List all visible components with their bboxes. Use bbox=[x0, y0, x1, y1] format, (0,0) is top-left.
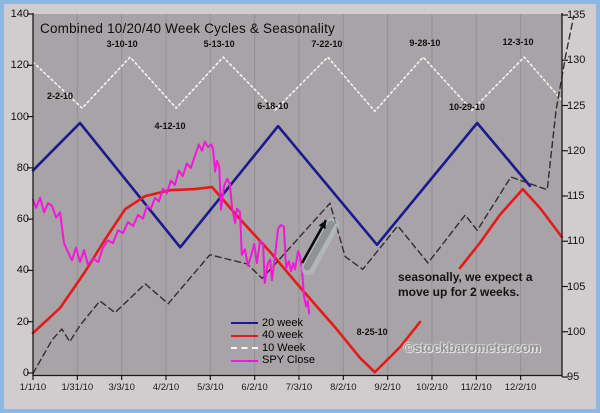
x-axis-tick-label: 1/1/10 bbox=[19, 382, 47, 393]
legend-item-label: 40 week bbox=[262, 329, 303, 342]
up-arrow-head bbox=[318, 220, 326, 230]
y-axis-left-tick-label: 0 bbox=[22, 367, 29, 379]
up-arrow-shaft bbox=[300, 219, 328, 264]
chart-title: Combined 10/20/40 Week Cycles & Seasonal… bbox=[40, 21, 336, 36]
legend-item-label: 10 Week bbox=[262, 341, 306, 354]
legend-line-swatch bbox=[231, 334, 258, 337]
legend-item: 10 Week bbox=[231, 342, 315, 355]
cycle-date-label: 4-12-10 bbox=[154, 121, 186, 132]
legend-item: 20 week bbox=[231, 317, 315, 330]
series-10-week bbox=[32, 56, 563, 112]
cycle-date-label: 2-2-10 bbox=[47, 91, 74, 102]
y-axis-right-tick-label: 105 bbox=[567, 280, 586, 293]
seasonality-note-line1: seasonally, we expect a bbox=[398, 270, 533, 284]
chart-legend: 20 week 40 week 10 Week SPY Close bbox=[231, 317, 315, 367]
y-axis-left-tick-label: 20 bbox=[16, 315, 29, 328]
legend-item-label: SPY Close bbox=[262, 354, 315, 367]
series-spy-close bbox=[32, 140, 311, 315]
y-axis-left-tick-label: 140 bbox=[10, 7, 29, 20]
cycle-date-label: 5-13-10 bbox=[203, 39, 235, 49]
legend-line-swatch bbox=[231, 322, 258, 325]
y-axis-left-tick-label: 100 bbox=[10, 110, 29, 123]
series-40-week bbox=[31, 185, 422, 374]
seasonality-note: seasonally, we expect a move up for 2 we… bbox=[398, 270, 540, 300]
x-axis-tick-label: 12/2/10 bbox=[504, 382, 537, 393]
cycle-date-label: 7-22-10 bbox=[311, 39, 343, 49]
legend-item: 40 week bbox=[231, 330, 315, 343]
x-axis-tick-label: 5/3/10 bbox=[197, 382, 224, 393]
y-axis-left-tick-label: 60 bbox=[16, 213, 29, 226]
y-axis-right-tick-label: 130 bbox=[567, 54, 586, 67]
cycle-date-label: 9-28-10 bbox=[409, 37, 441, 48]
x-axis-tick-label: 8/2/10 bbox=[330, 382, 357, 393]
y-axis-right-tick-label: 125 bbox=[567, 99, 586, 112]
cycle-date-label: 12-3-10 bbox=[502, 37, 534, 48]
x-axis-tick-label: 10/2/10 bbox=[416, 382, 448, 393]
cycle-date-label: 8-25-10 bbox=[356, 326, 388, 337]
x-axis-tick-label: 9/2/10 bbox=[374, 382, 401, 393]
y-axis-left-tick-label: 120 bbox=[10, 59, 29, 72]
cycle-date-label: 6-18-10 bbox=[257, 101, 289, 112]
y-axis-right-tick-label: 115 bbox=[567, 190, 585, 202]
y-axis-left-tick-label: 80 bbox=[16, 161, 29, 174]
x-axis-tick-label: 11/2/10 bbox=[460, 382, 492, 393]
series-seasonality bbox=[32, 15, 575, 375]
cycle-date-label: 10-29-10 bbox=[448, 102, 485, 113]
x-axis-tick-label: 1/31/10 bbox=[61, 382, 94, 393]
cycle-date-label: 3-10-10 bbox=[106, 39, 138, 49]
legend-line-swatch bbox=[231, 347, 258, 350]
x-axis-tick-label: 6/2/10 bbox=[241, 382, 268, 393]
arrow-shadow bbox=[303, 220, 335, 271]
seasonality-note-line2: move up for 2 weeks. bbox=[398, 285, 520, 299]
legend-item-label: 20 week bbox=[262, 316, 303, 329]
y-axis-right-tick-label: 135 bbox=[567, 9, 586, 21]
x-axis-tick-label: 7/3/10 bbox=[285, 382, 313, 393]
y-axis-right-tick-label: 120 bbox=[567, 144, 586, 157]
stockbarometer-watermark: ©stockbarometer.com bbox=[404, 340, 541, 355]
y-axis-right-tick-label: 110 bbox=[567, 235, 585, 248]
y-axis-right-tick-label: 100 bbox=[567, 325, 586, 338]
x-axis-tick-label: 3/3/10 bbox=[108, 382, 135, 393]
y-axis-right-tick-label: 95 bbox=[567, 371, 580, 383]
x-axis-tick-label: 4/2/10 bbox=[152, 382, 180, 393]
legend-line-swatch bbox=[231, 359, 258, 362]
y-axis-left-tick-label: 40 bbox=[16, 264, 29, 277]
series-20-week bbox=[31, 121, 532, 249]
legend-item: SPY Close bbox=[231, 355, 315, 368]
series-40-week bbox=[458, 187, 564, 270]
